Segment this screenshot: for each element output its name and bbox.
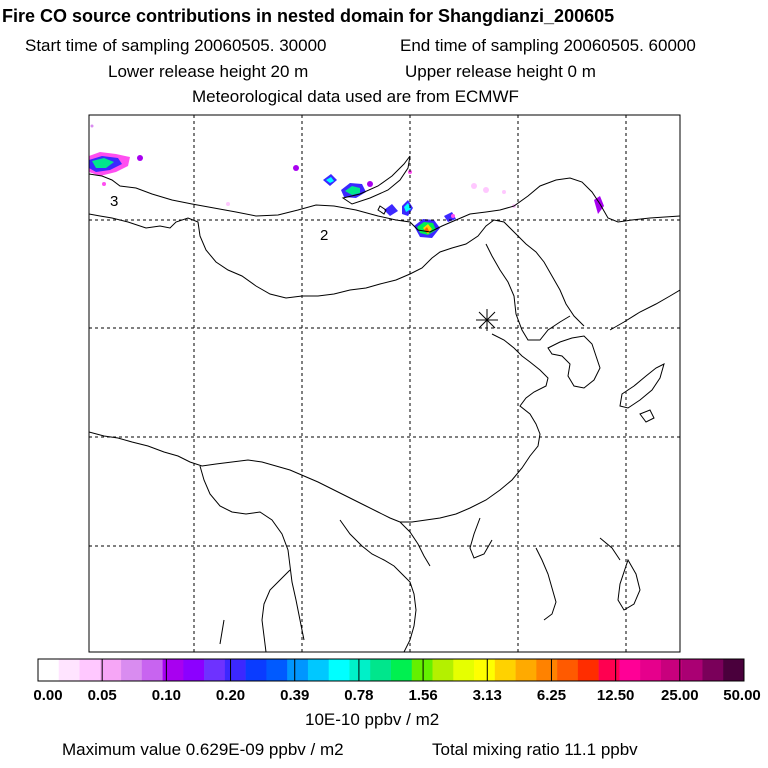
map-area: 3 2 bbox=[89, 115, 680, 652]
colorbar-cell bbox=[183, 659, 205, 681]
map-label-2: 2 bbox=[320, 227, 328, 244]
colorbar-cell bbox=[287, 659, 309, 681]
colorbar-cell bbox=[640, 659, 662, 681]
map-outlines bbox=[89, 155, 680, 652]
station-star-icon bbox=[476, 309, 498, 331]
colorbar-cell bbox=[162, 659, 184, 681]
colorbar-cell bbox=[370, 659, 392, 681]
colorbar-cell bbox=[681, 659, 703, 681]
colorbar-cell bbox=[494, 659, 516, 681]
colorbar-cell bbox=[224, 659, 246, 681]
colorbar-tick-label: 6.25 bbox=[536, 687, 567, 704]
colorbar-cell bbox=[266, 659, 288, 681]
colorbar-cell bbox=[619, 659, 641, 681]
upper-release-height: Upper release height 0 m bbox=[405, 62, 596, 81]
colorbar-cell bbox=[723, 659, 745, 681]
meteo-source: Meteorological data used are from ECMWF bbox=[192, 87, 519, 106]
colorbar-tick-label: 25.00 bbox=[661, 687, 699, 704]
colorbar-cell bbox=[577, 659, 599, 681]
colorbar-cell bbox=[536, 659, 558, 681]
map-graticule bbox=[89, 115, 680, 652]
map-label-3: 3 bbox=[110, 193, 118, 210]
colorbar-cell bbox=[141, 659, 163, 681]
colorbar-tick-label: 0.78 bbox=[344, 687, 374, 704]
colorbar-cell bbox=[349, 659, 371, 681]
colorbar-tick-label: 0.05 bbox=[87, 687, 117, 704]
end-time: End time of sampling 20060505. 60000 bbox=[400, 36, 696, 55]
colorbar-cell bbox=[515, 659, 537, 681]
map-title: Fire CO source contributions in nested d… bbox=[2, 6, 615, 26]
colorbar-cell bbox=[328, 659, 350, 681]
colorbar-cell bbox=[58, 659, 80, 681]
colorbar-tick-label: 12.50 bbox=[596, 687, 635, 704]
colorbar-cell bbox=[79, 659, 101, 681]
colorbar-unit: 10E-10 ppbv / m2 bbox=[305, 710, 440, 729]
colorbar-cell bbox=[38, 659, 60, 681]
colorbar-cell bbox=[245, 659, 267, 681]
start-time: Start time of sampling 20060505. 30000 bbox=[25, 36, 327, 55]
colorbar-cell bbox=[100, 659, 122, 681]
colorbar-tick-label: 0.10 bbox=[151, 687, 181, 704]
total-mixing-ratio: Total mixing ratio 11.1 ppbv bbox=[432, 740, 638, 759]
colorbar-cell bbox=[474, 659, 496, 681]
colorbar-cell bbox=[432, 659, 454, 681]
colorbar-cell bbox=[557, 659, 579, 681]
colorbar-cell bbox=[204, 659, 226, 681]
concentration-field bbox=[89, 124, 604, 238]
colorbar-tick-label: 3.13 bbox=[472, 687, 502, 704]
colorbar-tick-label: 50.00 bbox=[723, 687, 761, 704]
colorbar-cell bbox=[598, 659, 620, 681]
colorbar-cell bbox=[307, 659, 330, 681]
colorbar-cell bbox=[411, 659, 433, 681]
colorbar-cell bbox=[121, 659, 143, 681]
colorbar-cell bbox=[453, 659, 475, 681]
colorbar-cell bbox=[391, 659, 413, 681]
colorbar-frame bbox=[37, 658, 745, 682]
colorbar-tick-label: 0.39 bbox=[280, 687, 310, 704]
colorbar-cell bbox=[702, 659, 724, 681]
colorbar-tick-label: 1.56 bbox=[408, 687, 438, 704]
lower-release-height: Lower release height 20 m bbox=[108, 62, 309, 81]
colorbar bbox=[38, 659, 745, 681]
colorbar-tick-label: 0.00 bbox=[33, 687, 63, 704]
colorbar-cell bbox=[660, 659, 683, 681]
map-frame bbox=[88, 114, 681, 653]
colorbar-tick-label: 0.20 bbox=[215, 687, 246, 704]
max-value: Maximum value 0.629E-09 ppbv / m2 bbox=[62, 740, 344, 759]
